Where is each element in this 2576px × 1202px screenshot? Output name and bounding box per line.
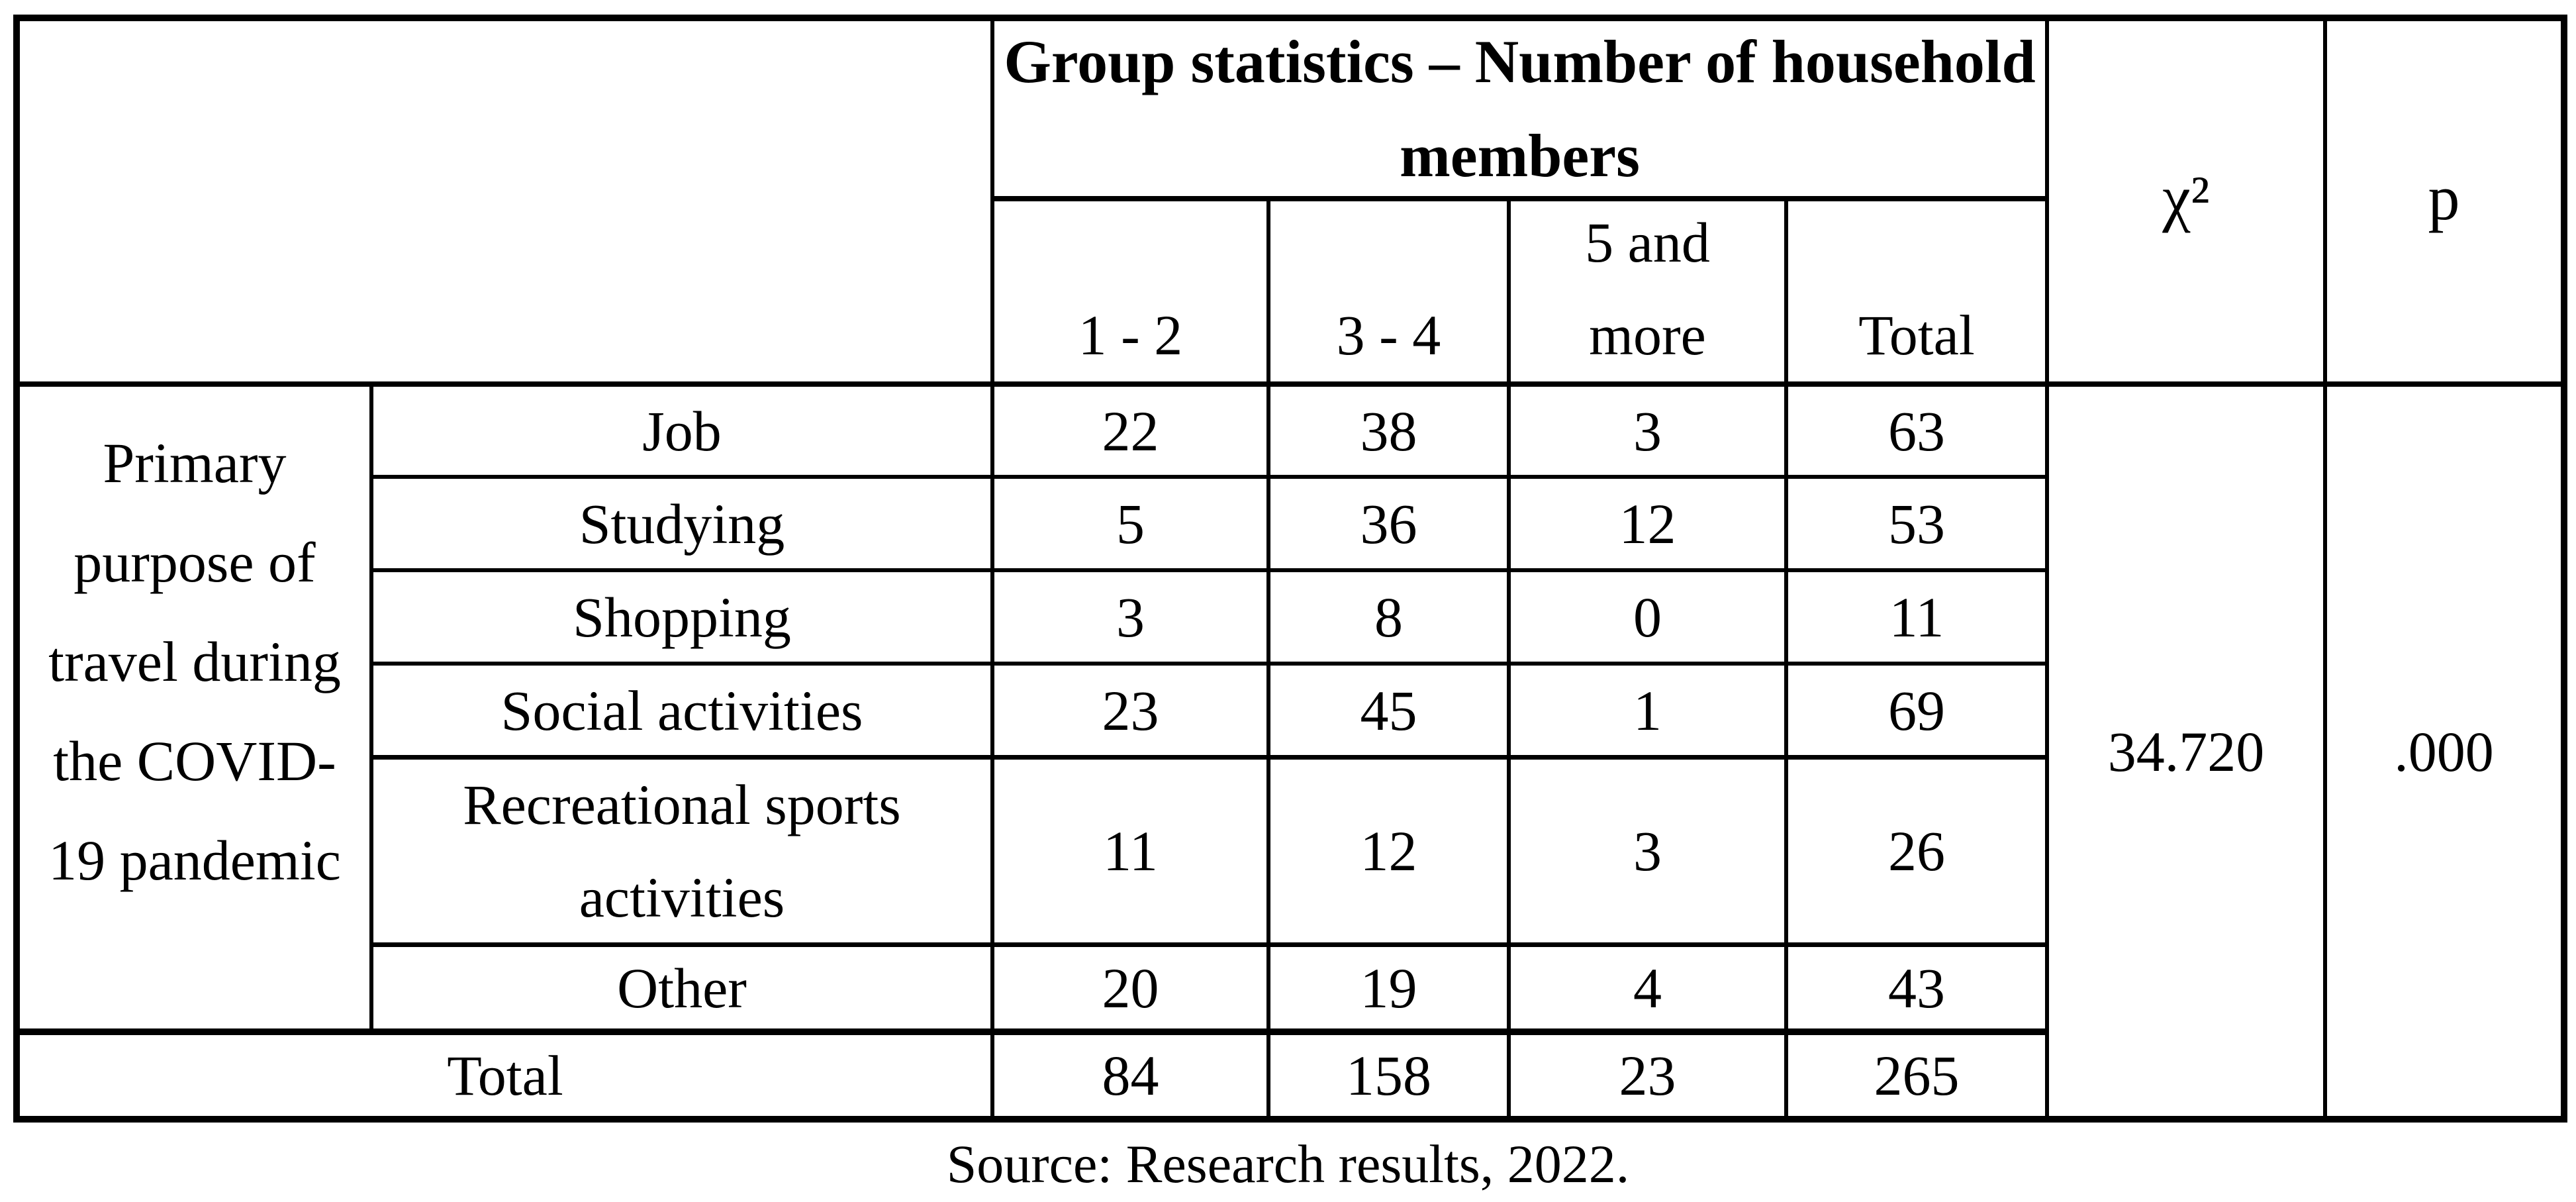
vline-col-1-2 [1266,196,1270,1123]
total-row-label: Total [447,1044,563,1107]
cell-recreational-5-more: 3 [1633,819,1662,883]
vline-label-cols [369,384,373,1032]
cell-totalrow-3-4: 158 [1346,1044,1431,1107]
hline-job-studying [371,475,2047,479]
vline-total-chi [2045,15,2049,1123]
row-label-other: Other [617,956,747,1020]
row-label-recreational-sports: Recreational sports activities [373,760,990,942]
row-group-label-line4: the COVID- [53,729,336,793]
row-group-label-line5: 19 pandemic [48,828,341,892]
subheader-total: Total [1858,303,1975,367]
cell-job-3-4: 38 [1360,399,1417,463]
table-border-left [13,15,20,1123]
chi-square-column-header: χ² [2162,162,2210,233]
cell-totalrow-5-more: 23 [1619,1044,1676,1107]
cell-totalrow-total: 265 [1874,1044,1960,1107]
cell-recreational-3-4: 12 [1360,819,1417,883]
vline-col-3-4 [1507,196,1511,1123]
vline-col-5more [1784,196,1788,1123]
row-group-label-line3: travel during [48,630,341,693]
cell-shopping-3-4: 8 [1374,585,1403,649]
cell-shopping-total: 11 [1889,585,1944,649]
cell-other-total: 43 [1888,956,1945,1020]
cell-shopping-1-2: 3 [1116,585,1145,649]
cell-studying-total: 53 [1888,491,1945,556]
cell-other-1-2: 20 [1102,956,1159,1020]
cell-recreational-total: 26 [1888,819,1945,883]
subheader-5-more-line2: more [1589,303,1706,367]
cell-totalrow-1-2: 84 [1102,1044,1159,1107]
cell-studying-1-2: 5 [1116,491,1145,556]
hline-studying-shopping [371,568,2047,572]
group-statistics-header-line2: members [1400,122,1640,189]
subheader-5-more-line1: 5 and [1585,211,1710,274]
row-label-recreational-line2: activities [579,866,785,929]
cell-social-3-4: 45 [1360,678,1417,742]
source-caption: Source: Research results, 2022. [946,1134,1630,1194]
cell-recreational-1-2: 11 [1103,819,1158,883]
row-label-studying: Studying [579,491,785,556]
table-border-bottom [13,1116,2567,1123]
hline-under-group-header [992,196,2047,201]
hline-above-total [13,1028,2047,1035]
row-label-recreational-line1: Recreational sports [463,773,901,836]
cell-social-total: 69 [1888,678,1945,742]
row-label-shopping: Shopping [573,585,791,649]
group-statistics-header: Group statistics – Number of household m… [994,21,2045,196]
row-group-label-line2: purpose of [73,530,316,594]
row-group-label-line1: Primary [103,431,287,495]
hline-shopping-social [371,662,2047,666]
table-border-top [13,15,2567,21]
cell-job-5-more: 3 [1633,399,1662,463]
chi-square-value: 34.720 [2107,719,2265,783]
cell-shopping-5-more: 0 [1633,585,1662,649]
cell-social-1-2: 23 [1102,678,1159,742]
vline-chi-p [2323,15,2327,1123]
hline-under-header [13,381,2567,387]
row-label-social-activities: Social activities [501,678,863,742]
cell-job-1-2: 22 [1102,399,1159,463]
p-value: .000 [2394,719,2494,783]
cell-studying-3-4: 36 [1360,491,1417,556]
cell-other-3-4: 19 [1360,956,1417,1020]
p-column-header: p [2428,162,2460,233]
subheader-5-more: 5 and more [1511,201,1784,399]
subheader-3-4: 3 - 4 [1336,303,1441,367]
subheader-1-2: 1 - 2 [1078,303,1183,367]
cell-studying-5-more: 12 [1619,491,1676,556]
row-label-job: Job [642,399,722,463]
group-statistics-header-line1: Group statistics – Number of household [1004,28,2036,95]
cell-job-total: 63 [1888,399,1945,463]
cell-social-5-more: 1 [1633,678,1662,742]
hline-social-recreational [371,755,2047,760]
hline-recreational-other [371,942,2047,947]
table-border-right [2561,15,2567,1123]
row-group-label: Primary purpose of travel during the COV… [20,387,369,1055]
cell-other-5-more: 4 [1633,956,1662,1020]
